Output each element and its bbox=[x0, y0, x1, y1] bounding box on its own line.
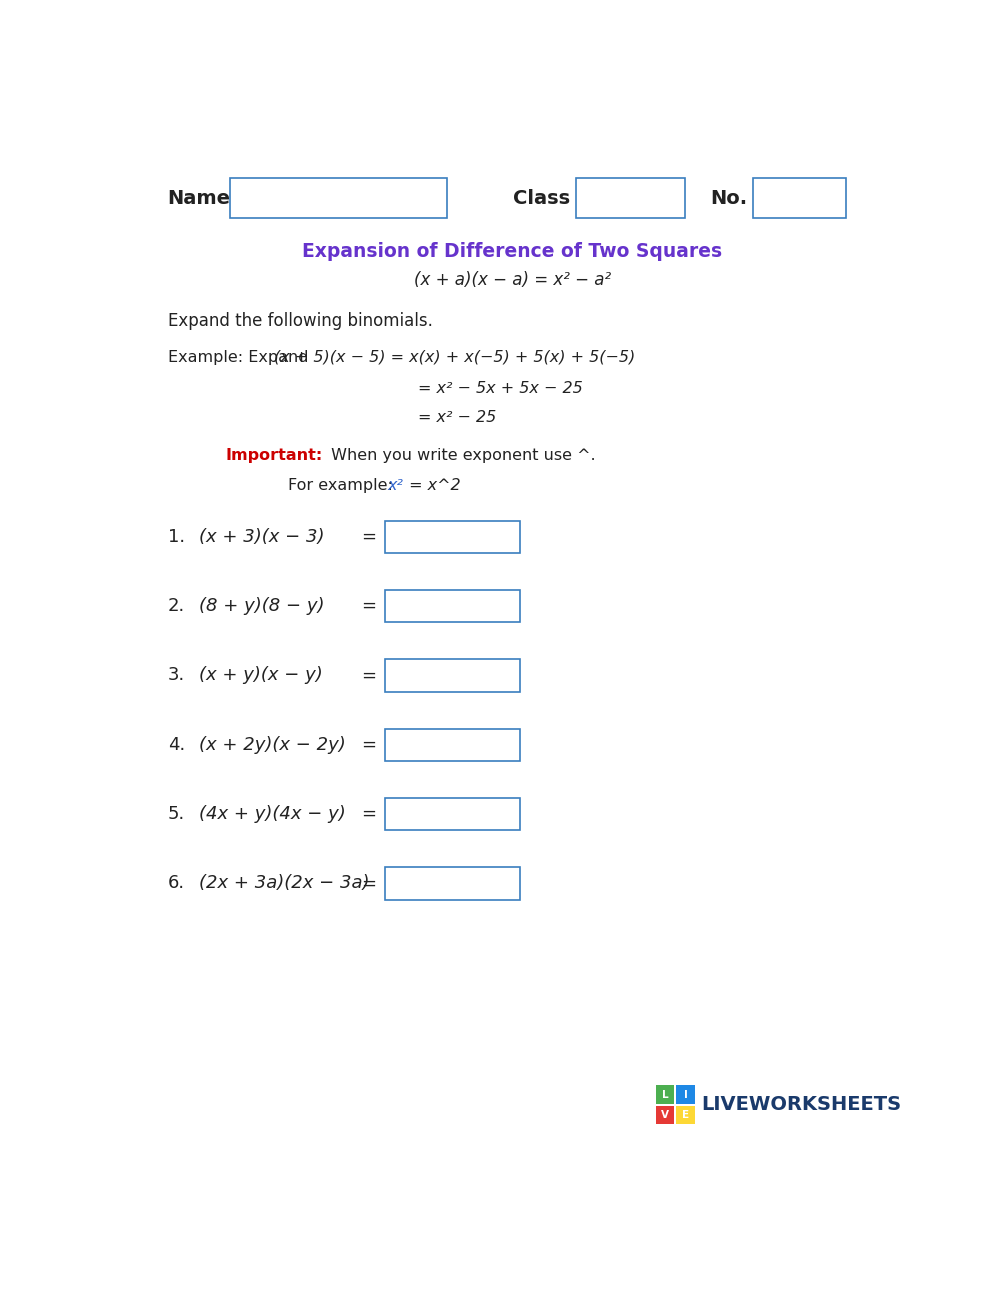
FancyBboxPatch shape bbox=[656, 1086, 674, 1104]
Text: = x² − 5x + 5x − 25: = x² − 5x + 5x − 25 bbox=[418, 381, 583, 396]
Text: When you write exponent use ^.: When you write exponent use ^. bbox=[326, 448, 596, 463]
FancyBboxPatch shape bbox=[676, 1086, 695, 1104]
Text: (x + 5)(x − 5) = x(x) + x(−5) + 5(x) + 5(−5): (x + 5)(x − 5) = x(x) + x(−5) + 5(x) + 5… bbox=[274, 350, 635, 365]
FancyBboxPatch shape bbox=[385, 798, 520, 830]
Text: =: = bbox=[361, 806, 376, 824]
Text: =: = bbox=[361, 874, 376, 892]
FancyBboxPatch shape bbox=[676, 1106, 695, 1124]
FancyBboxPatch shape bbox=[576, 178, 685, 218]
Text: = x^2: = x^2 bbox=[404, 478, 461, 493]
Text: x²: x² bbox=[387, 478, 403, 493]
Text: Name: Name bbox=[168, 188, 231, 208]
Text: = x² − 25: = x² − 25 bbox=[418, 411, 496, 425]
Text: Expansion of Difference of Two Squares: Expansion of Difference of Two Squares bbox=[302, 243, 723, 262]
Text: (x + 3)(x − 3): (x + 3)(x − 3) bbox=[199, 528, 324, 546]
Text: L: L bbox=[662, 1090, 668, 1100]
FancyBboxPatch shape bbox=[230, 178, 447, 218]
Text: =: = bbox=[361, 528, 376, 546]
Text: 3.: 3. bbox=[168, 666, 185, 684]
Text: (x + a)(x − a) = x² − a²: (x + a)(x − a) = x² − a² bbox=[414, 271, 611, 289]
Text: =: = bbox=[361, 598, 376, 615]
FancyBboxPatch shape bbox=[753, 178, 846, 218]
Text: (2x + 3a)(2x − 3a): (2x + 3a)(2x − 3a) bbox=[199, 874, 369, 892]
Text: (x + 2y)(x − 2y): (x + 2y)(x − 2y) bbox=[199, 736, 345, 754]
Text: V: V bbox=[661, 1110, 669, 1121]
FancyBboxPatch shape bbox=[385, 590, 520, 622]
Text: (4x + y)(4x − y): (4x + y)(4x − y) bbox=[199, 806, 345, 824]
Text: =: = bbox=[361, 666, 376, 684]
Text: I: I bbox=[684, 1090, 688, 1100]
Text: Class: Class bbox=[512, 188, 570, 208]
FancyBboxPatch shape bbox=[385, 868, 520, 900]
Text: 6.: 6. bbox=[168, 874, 185, 892]
FancyBboxPatch shape bbox=[385, 660, 520, 692]
Text: LIVEWORKSHEETS: LIVEWORKSHEETS bbox=[701, 1095, 901, 1114]
Text: 2.: 2. bbox=[168, 598, 185, 615]
FancyBboxPatch shape bbox=[385, 520, 520, 553]
FancyBboxPatch shape bbox=[385, 728, 520, 760]
Text: E: E bbox=[682, 1110, 689, 1121]
Text: (x + y)(x − y): (x + y)(x − y) bbox=[199, 666, 322, 684]
FancyBboxPatch shape bbox=[656, 1106, 674, 1124]
Text: Example: Expand: Example: Expand bbox=[168, 350, 313, 365]
Text: 4.: 4. bbox=[168, 736, 185, 754]
Text: (8 + y)(8 − y): (8 + y)(8 − y) bbox=[199, 598, 324, 615]
Text: No.: No. bbox=[710, 188, 747, 208]
Text: Expand the following binomials.: Expand the following binomials. bbox=[168, 312, 432, 330]
Text: =: = bbox=[361, 736, 376, 754]
Text: For example:: For example: bbox=[288, 478, 403, 493]
Text: Important:: Important: bbox=[226, 448, 323, 463]
Text: 5.: 5. bbox=[168, 806, 185, 824]
Text: 1.: 1. bbox=[168, 528, 185, 546]
